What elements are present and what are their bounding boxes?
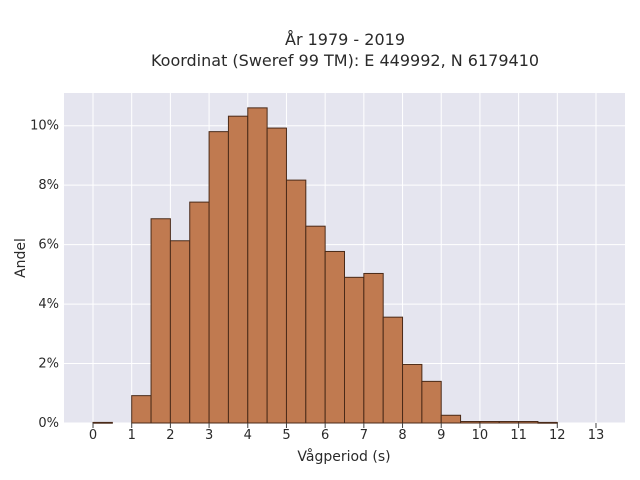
- y-tick-label: 6%: [38, 238, 59, 253]
- x-axis-label: Vågperiod (s): [297, 448, 390, 465]
- x-tick-label: 3: [205, 428, 213, 443]
- x-tick-label: 12: [549, 428, 566, 443]
- histogram-bar: [189, 201, 210, 424]
- x-tick-label: 0: [89, 428, 97, 443]
- histogram-bar: [92, 421, 113, 424]
- histogram-bar: [363, 272, 384, 424]
- y-tick-label: 10%: [30, 119, 59, 134]
- chart-title-line2: Koordinat (Sweref 99 TM): E 449992, N 61…: [151, 51, 539, 70]
- x-tick-labels: 0 1 2 3 4 5 6 7 8 9 10 11 12 13: [89, 423, 604, 443]
- histogram-bar: [208, 131, 229, 424]
- chart-title-line1: År 1979 - 2019: [285, 30, 405, 49]
- histogram-bar: [169, 240, 191, 424]
- x-tick-label: 5: [282, 428, 290, 443]
- y-tick-label: 4%: [38, 297, 59, 312]
- x-tick-label: 11: [510, 428, 527, 443]
- x-tick-label: 1: [128, 428, 136, 443]
- histogram-bar: [460, 421, 481, 424]
- x-tick-label: 2: [166, 428, 174, 443]
- histogram-bar: [324, 250, 346, 424]
- x-tick-label: 9: [437, 428, 445, 443]
- y-tick-label: 2%: [38, 357, 59, 372]
- histogram-bar: [285, 179, 307, 424]
- x-tick-label: 6: [321, 428, 329, 443]
- x-tick-label: 8: [398, 428, 406, 443]
- histogram-bar: [440, 414, 462, 424]
- histogram-bar: [227, 115, 249, 424]
- y-tick-labels: 0% 2% 4% 6% 8% 10%: [30, 119, 59, 431]
- x-tick-label: 7: [360, 428, 368, 443]
- histogram-bar: [479, 421, 500, 424]
- histogram-bar: [305, 225, 326, 424]
- y-axis-label: Andel: [13, 238, 29, 278]
- histogram-bar: [382, 316, 404, 424]
- histogram-bar: [150, 218, 171, 424]
- histogram-bar: [344, 276, 365, 424]
- y-tick-label: 8%: [38, 178, 59, 193]
- histogram-bar: [537, 421, 558, 424]
- y-tick-label: 0%: [38, 416, 59, 431]
- histogram-bar: [421, 380, 442, 424]
- histogram-bar: [247, 107, 268, 424]
- histogram-bar: [498, 421, 520, 424]
- histogram-bar: [518, 421, 539, 424]
- histogram-bar: [266, 127, 287, 424]
- bars-group: [92, 107, 558, 424]
- histogram-bar: [131, 395, 152, 424]
- x-tick-label: 13: [588, 428, 605, 443]
- histogram-bar: [402, 363, 423, 424]
- x-tick-label: 10: [472, 428, 489, 443]
- x-tick-label: 4: [244, 428, 252, 443]
